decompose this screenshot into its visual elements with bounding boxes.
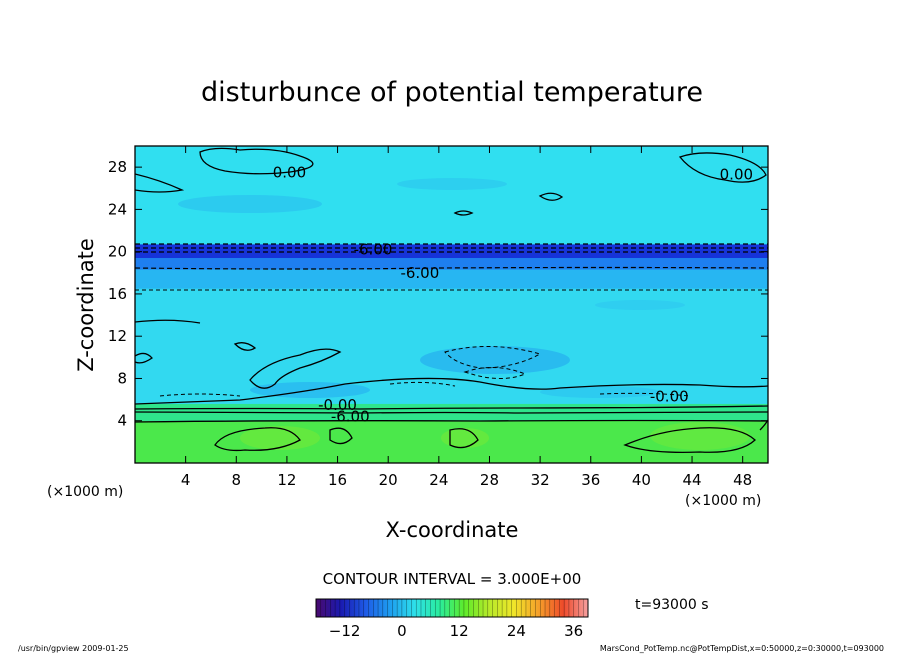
contour-line <box>444 346 542 369</box>
contour-line <box>199 147 314 175</box>
x-axis-ticks: 4 8 12 16 20 24 28 32 36 40 44 48 <box>181 146 752 489</box>
x-tick-label: 32 <box>531 471 550 489</box>
contour-line <box>135 377 768 405</box>
footer-right: MarsCond_PotTemp.nc@PotTempDist,x=0:5000… <box>600 644 884 653</box>
contour-label: -6.00 <box>354 241 393 259</box>
contour-line <box>623 427 756 453</box>
contour-lines <box>135 147 768 453</box>
contour-line <box>135 173 185 193</box>
x-tick-label: 48 <box>733 471 752 489</box>
plot-area: 0.00 0.00-6.00-6.00-0.00-6.00-0.00 <box>134 145 769 464</box>
x-axis-label: X-coordinate <box>386 518 519 542</box>
colorbar-stripes <box>320 599 584 617</box>
x-axis-units-right: (×1000 m) <box>685 493 761 509</box>
contour-line <box>453 210 474 216</box>
colorbar: −12 0 12 24 36 <box>315 598 589 640</box>
field-band <box>135 244 768 259</box>
field-blob <box>397 178 507 190</box>
contour-line <box>678 152 767 183</box>
contour-line <box>389 381 456 387</box>
contour-label: -0.00 <box>650 387 689 405</box>
contour-line <box>135 411 768 414</box>
field-blob <box>595 300 685 310</box>
x-tick-label: 40 <box>632 471 651 489</box>
contour-line <box>449 428 479 449</box>
contour-line <box>329 427 353 445</box>
colorbar-ticks: −12 0 12 24 36 <box>329 622 583 640</box>
contour-line <box>135 419 768 423</box>
time-text: t=93000 s <box>635 597 709 613</box>
contour-line <box>159 393 241 397</box>
x-tick-label: 44 <box>682 471 701 489</box>
colorbar-tick-label: 36 <box>564 622 583 640</box>
x-tick-label: 12 <box>277 471 296 489</box>
field-band <box>135 258 768 270</box>
contour-line <box>233 342 257 351</box>
contour-label: 0.00 <box>720 166 753 184</box>
field-blob <box>441 428 489 448</box>
colorbar-tick-label: −12 <box>329 622 361 640</box>
contour-line <box>135 405 768 410</box>
colorbar-tick-label: 12 <box>450 622 469 640</box>
colorbar-frame <box>315 598 589 618</box>
plot-frame <box>134 145 769 464</box>
colorbar-tick-label: 24 <box>507 622 526 640</box>
x-tick-label: 4 <box>181 471 191 489</box>
contour-line <box>135 319 201 324</box>
chart-title: disturbunce of potential temperature <box>201 77 703 108</box>
contour-label: 0.00 <box>273 163 306 181</box>
x-tick-label: 24 <box>429 471 448 489</box>
contour-interval-text: CONTOUR INTERVAL = 3.000E+00 <box>323 570 582 588</box>
field-blob <box>178 195 322 213</box>
field-band <box>135 269 768 289</box>
footer-left: /usr/bin/gpview 2009-01-25 <box>18 644 129 653</box>
y-axis-ticks: 4 8 12 16 20 24 28 <box>108 158 768 430</box>
contour-labels: 0.00 0.00-6.00-6.00-0.00-6.00-0.00 <box>273 163 753 425</box>
contour-label: -6.00 <box>400 264 439 282</box>
colorbar-fill <box>316 599 588 617</box>
x-tick-label: 20 <box>379 471 398 489</box>
field-band <box>135 146 768 245</box>
y-tick-label: 28 <box>108 158 127 176</box>
y-tick-label: 20 <box>108 243 127 261</box>
contour-line <box>249 348 342 389</box>
y-tick-label: 24 <box>108 200 127 218</box>
y-tick-label: 16 <box>108 285 127 303</box>
x-axis-units-left: (×1000 m) <box>47 484 123 500</box>
colorbar-tick-label: 0 <box>397 622 407 640</box>
contour-line <box>463 367 527 379</box>
x-tick-label: 8 <box>232 471 242 489</box>
y-tick-label: 12 <box>108 327 127 345</box>
field-blob <box>540 386 660 398</box>
contour-line <box>599 392 691 397</box>
field-blob <box>650 422 750 450</box>
contour-line <box>135 266 768 270</box>
field-blob <box>240 426 320 450</box>
field-blob <box>420 346 570 374</box>
contour-label: -0.00 <box>318 396 357 414</box>
y-tick-label: 4 <box>117 412 127 430</box>
y-tick-label: 8 <box>117 369 127 387</box>
field-blobs <box>178 178 750 450</box>
x-tick-label: 16 <box>328 471 347 489</box>
contour-line <box>538 192 564 201</box>
contour-line <box>214 427 301 452</box>
x-tick-label: 36 <box>581 471 600 489</box>
y-axis-label: Z-coordinate <box>74 238 98 372</box>
x-tick-label: 28 <box>480 471 499 489</box>
contour-label: -6.00 <box>331 408 370 426</box>
contour-line <box>135 352 153 364</box>
